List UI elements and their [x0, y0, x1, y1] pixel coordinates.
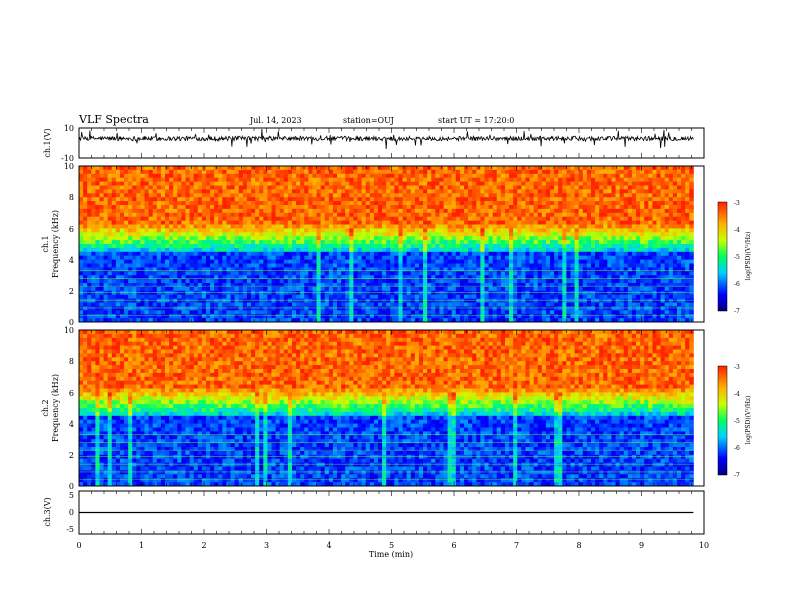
ch1-spec-tick-marks [78, 166, 705, 322]
ch2-colorbar [717, 365, 728, 476]
ch2-spec-ytick-10: 10 [64, 326, 74, 335]
ch2-spec-channel-label: ch.2 [41, 399, 50, 416]
x-axis-tick-labels: 0 1 2 3 4 5 6 7 8 9 10 [76, 541, 709, 550]
ch1-cbar-tick-m5: -5 [734, 254, 740, 261]
header-station: station=OUJ [343, 116, 394, 125]
x-tick-label: 9 [639, 541, 644, 550]
x-tick-label: 6 [451, 541, 456, 550]
x-axis-label: Time (min) [369, 550, 413, 559]
ch1-spectrogram-image [79, 166, 704, 322]
x-tick-label: 3 [264, 541, 269, 550]
ch1-ylabel: ch.1(V) [43, 128, 52, 157]
ch3-ylabel: ch.3(V) [43, 497, 52, 526]
ch1-colorbar [717, 201, 728, 312]
x-tick-label: 2 [201, 541, 206, 550]
x-tick-label: 10 [699, 541, 709, 550]
x-tick-label: 8 [576, 541, 581, 550]
ch1-ytick-bottom: -10 [61, 154, 74, 163]
ch1-spec-ylabel: Frequency (kHz) [51, 210, 60, 278]
ch3-ytick-5: 5 [69, 491, 74, 500]
ch1-cbar-tick-m4: -4 [734, 227, 740, 234]
panel-ch2-spectrogram: 0 2 4 6 8 10 ch.2 Frequency (kHz) -3 -4 … [41, 326, 752, 491]
ch1-waveform-trace [78, 128, 694, 150]
x-tick-label: 0 [76, 541, 81, 550]
ch3-ytick-m5: -5 [66, 525, 74, 534]
panel-ch1-waveform: 10 -10 ch.1(V) [43, 124, 705, 163]
ch1-ytick-top: 10 [64, 124, 74, 133]
ch2-cbar-tick-m3: -3 [734, 364, 740, 371]
ch2-spec-ytick-2: 2 [69, 451, 74, 460]
ch1-spec-ytick-8: 8 [69, 193, 74, 202]
ch2-spec-ylabel: Frequency (kHz) [51, 374, 60, 442]
ch2-spec-tick-marks [78, 330, 705, 486]
ch2-cbar-tick-m5: -5 [734, 418, 740, 425]
ch1-cbar-label: log(PSD)(V²/Hz) [745, 232, 752, 281]
panel-ch3-waveform: 5 0 -5 ch.3(V) [43, 490, 705, 535]
ch1-cbar-tick-m3: -3 [734, 200, 740, 207]
ch2-cbar-tick-m4: -4 [734, 391, 740, 398]
ch1-tick-marks [78, 128, 705, 158]
ch1-cbar-tick-m7: -7 [734, 308, 740, 315]
ch2-cbar-tick-m7: -7 [734, 472, 740, 479]
ch1-spec-ytick-2: 2 [69, 287, 74, 296]
x-tick-label: 1 [139, 541, 144, 550]
ch2-cbar-label: log(PSD)(V²/Hz) [745, 396, 752, 445]
ch1-cbar-tick-m6: -6 [734, 281, 740, 288]
ch1-spec-yticks: 0 2 4 6 8 10 [64, 162, 74, 327]
figure-title: VLF Spectra [78, 113, 149, 126]
x-tick-label: 4 [326, 541, 331, 550]
ch2-spec-ytick-8: 8 [69, 357, 74, 366]
ch1-spec-ytick-4: 4 [69, 256, 74, 265]
panel-ch1-spectrogram: 0 2 4 6 8 10 ch.1 Frequency (kHz) -3 -4 … [41, 162, 752, 327]
ch1-spec-ytick-6: 6 [69, 225, 74, 234]
ch1-spec-ytick-0: 0 [69, 318, 74, 327]
ch1-spec-ytick-10: 10 [64, 162, 74, 171]
ch2-spec-ytick-0: 0 [69, 482, 74, 491]
ch2-spec-ytick-4: 4 [69, 420, 74, 429]
header-start-ut: start UT = 17:20:0 [438, 116, 514, 125]
ch1-spec-channel-label: ch.1 [41, 235, 50, 252]
header-date: Jul. 14, 2023 [249, 116, 302, 125]
x-tick-label: 7 [514, 541, 519, 550]
ch2-spec-ytick-6: 6 [69, 389, 74, 398]
ch2-spec-yticks: 0 2 4 6 8 10 [64, 326, 74, 491]
ch2-spectrogram-image [79, 330, 704, 486]
ch3-ytick-0: 0 [69, 508, 74, 517]
ch2-cbar-tick-m6: -6 [734, 445, 740, 452]
x-tick-label: 5 [389, 541, 394, 550]
ch3-tick-marks [78, 491, 705, 534]
